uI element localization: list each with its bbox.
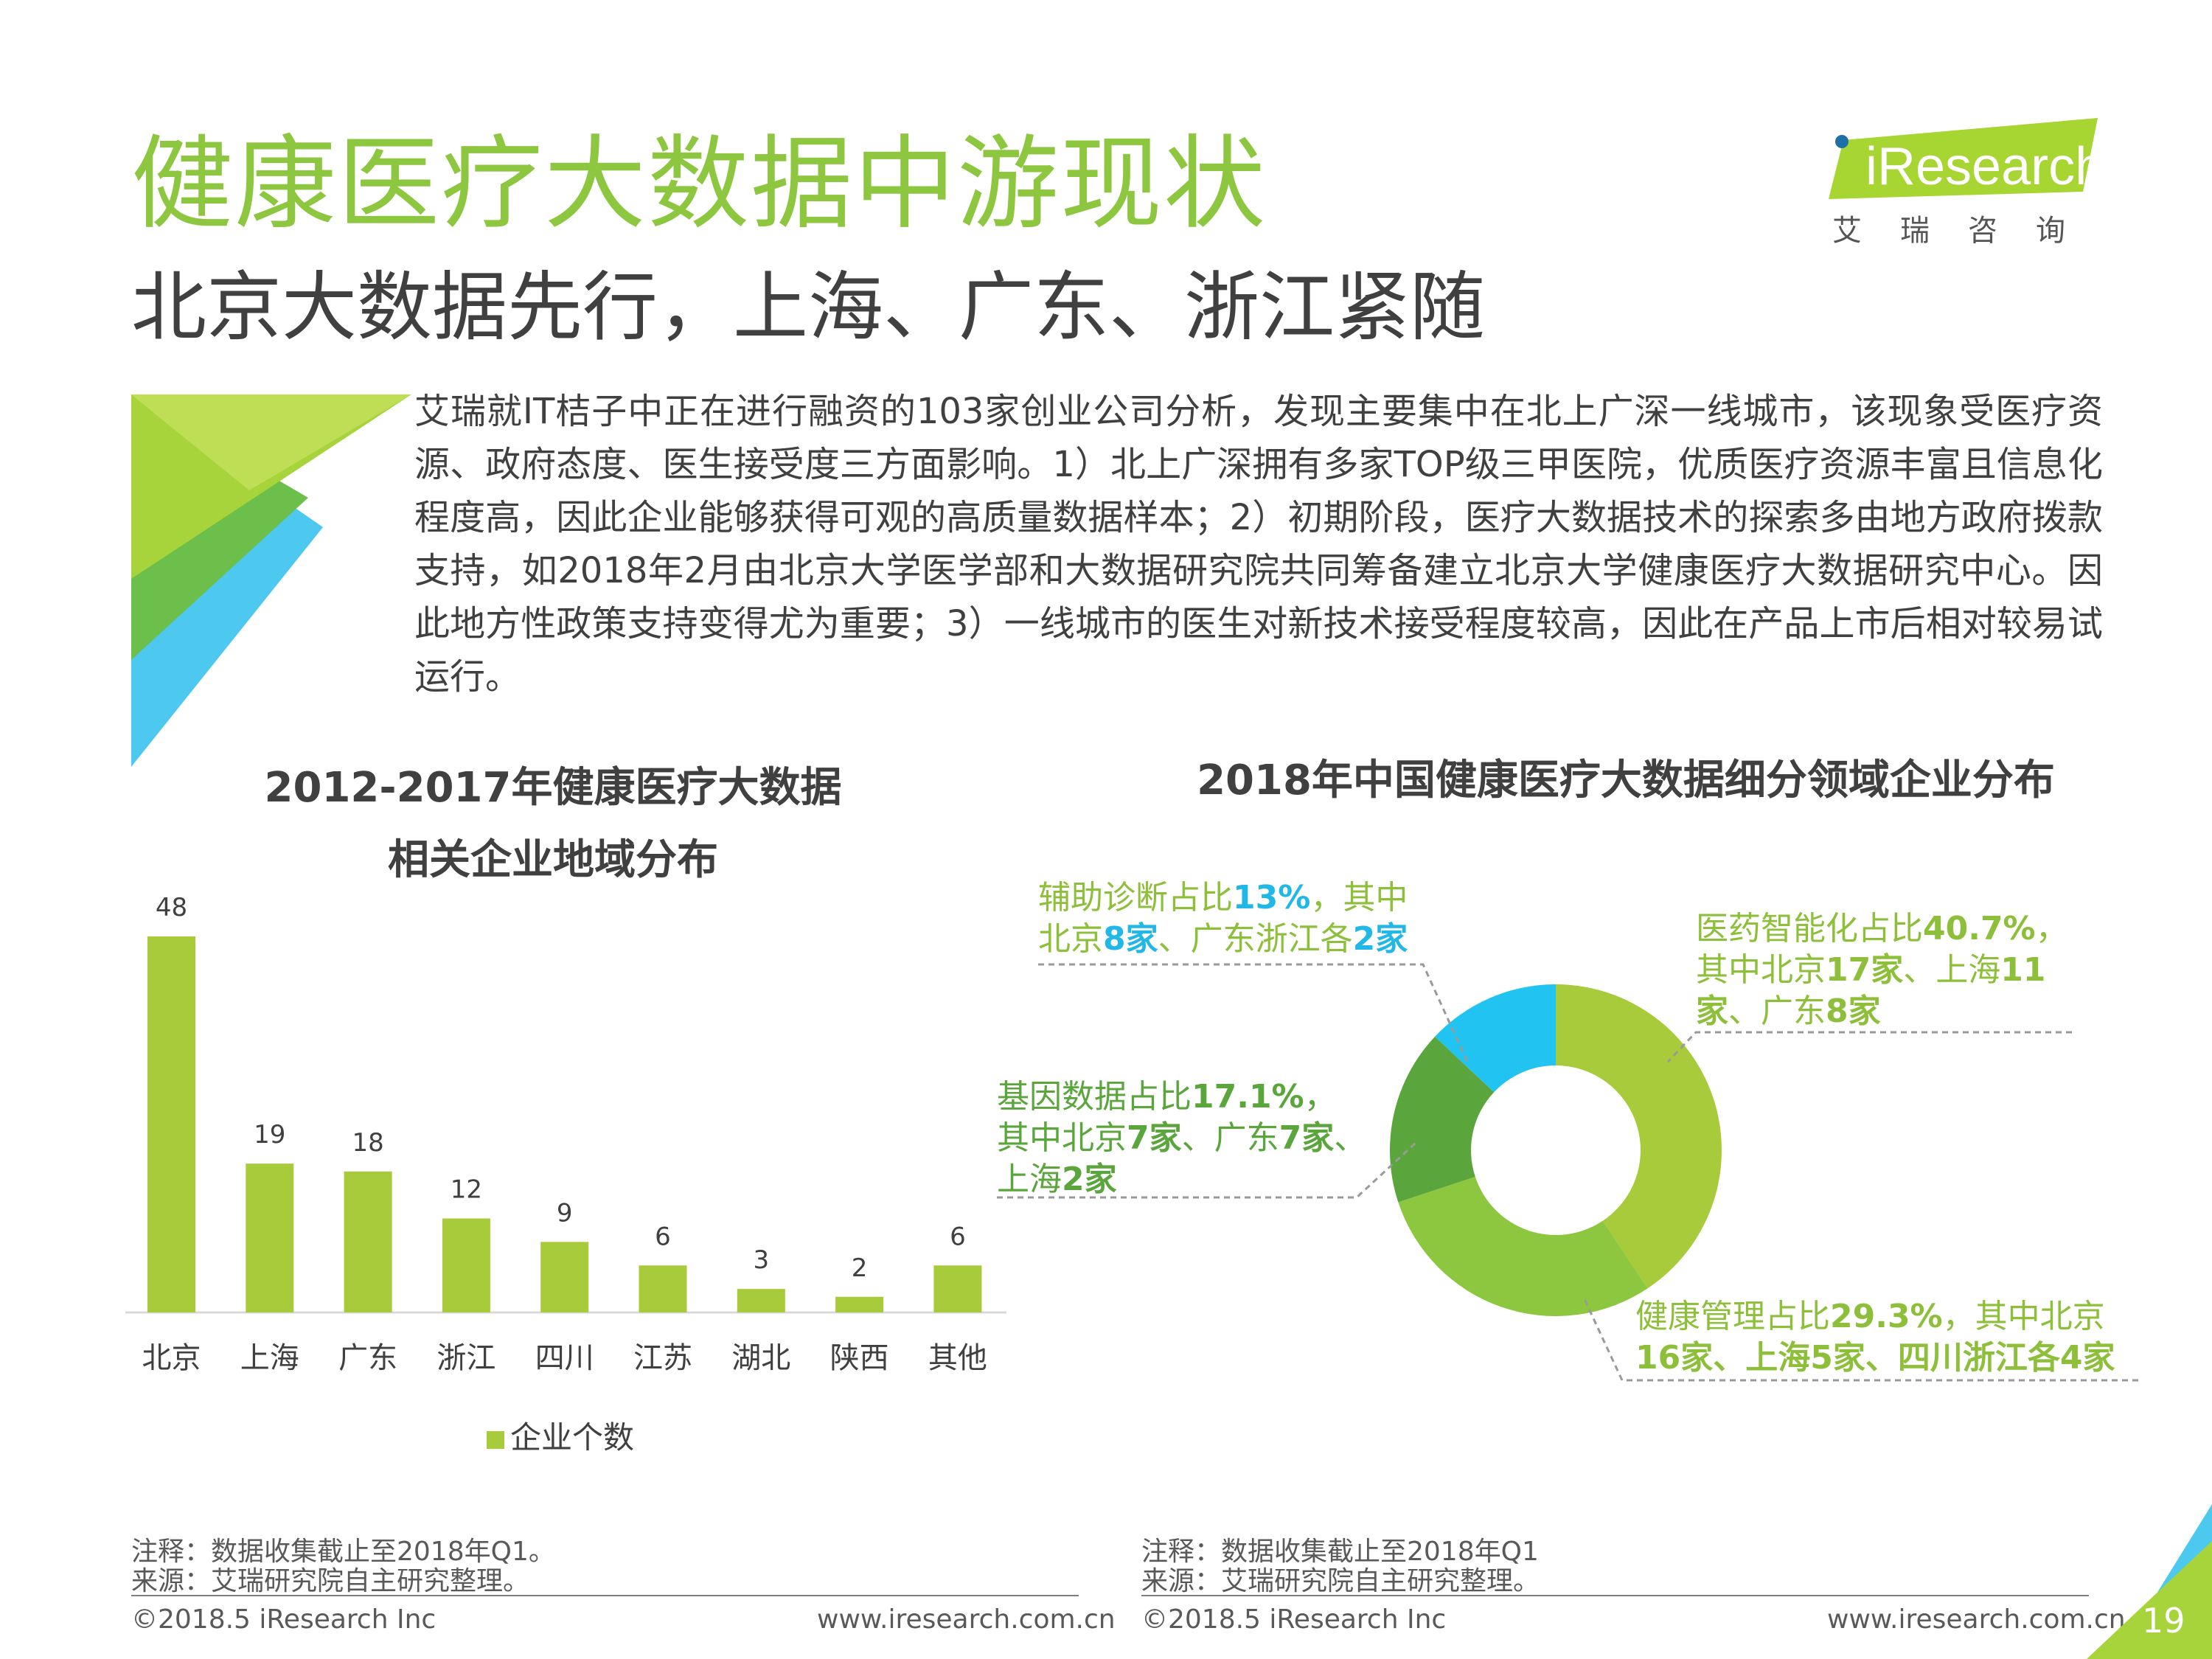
corner-decoration	[2087, 1504, 2212, 1659]
decorative-triangles	[131, 394, 411, 767]
bar-value-label-6: 3	[753, 1245, 769, 1275]
legend-swatch	[487, 1430, 504, 1449]
legend-label: 企业个数	[510, 1419, 635, 1455]
x-tick-label-5: 江苏	[633, 1341, 692, 1375]
bar-value-label-2: 18	[352, 1128, 383, 1158]
bar-chart-title-line2: 相关企业地域分布	[388, 836, 718, 884]
footer-divider-left	[131, 1595, 1079, 1596]
x-tick-label-7: 陕西	[830, 1341, 889, 1375]
bar-value-label-1: 19	[254, 1120, 285, 1150]
donut-chart-title: 2018年中国健康医疗大数据细分领域企业分布	[1197, 757, 2055, 804]
leader-line-pharma	[1666, 1031, 2072, 1063]
x-tick-label-0: 北京	[142, 1341, 201, 1375]
iresearch-logo	[1829, 118, 2098, 199]
footer-source-left: 来源：艾瑞研究院自主研究整理。	[131, 1566, 530, 1596]
callout-health: 健康管理占比29.3%，其中北京 16家、上海5家、四川浙江各4家	[1635, 1298, 2115, 1377]
footer-source-right: 来源：艾瑞研究院自主研究整理。	[1141, 1566, 1540, 1596]
bar-chart-legend: 企业个数	[487, 1417, 634, 1458]
bar-value-label-8: 6	[950, 1222, 966, 1251]
page-subtitle: 北京大数据先行，上海、广东、浙江紧随	[131, 264, 1485, 352]
bar-3	[442, 1218, 490, 1312]
bar-value-label-3: 12	[451, 1175, 482, 1205]
bar-4	[540, 1242, 589, 1312]
bar-value-label-5: 6	[655, 1222, 671, 1251]
footer-copyright-right: ©2018.5 iResearch Inc	[1141, 1604, 1447, 1635]
footer-note-left: 注释：数据收集截止至2018年Q1。	[131, 1537, 555, 1567]
page-number: 19	[2142, 1601, 2185, 1641]
x-tick-label-6: 湖北	[731, 1341, 790, 1375]
intro-paragraph: 艾瑞就IT桔子中正在进行融资的103家创业公司分析，发现主要集中在北上广深一线城…	[414, 391, 2103, 698]
logo-wordmark: iResearch	[1865, 137, 2105, 196]
x-tick-label-2: 广东	[338, 1341, 397, 1375]
bar-value-label-4: 9	[557, 1198, 573, 1228]
bar-6	[737, 1289, 785, 1312]
footer-copyright-left: ©2018.5 iResearch Inc	[131, 1604, 437, 1635]
bar-chart-title-line1: 2012-2017年健康医疗大数据	[264, 764, 842, 812]
page-title: 健康医疗大数据中游现状	[131, 125, 1267, 243]
bar-8	[933, 1265, 982, 1312]
footer-note-right: 注释：数据收集截止至2018年Q1	[1141, 1537, 1539, 1567]
bar-0	[147, 936, 195, 1312]
bar-value-label-0: 48	[156, 893, 187, 922]
donut-chart	[1390, 984, 1722, 1316]
logo-chinese-name: 艾瑞咨询	[1832, 214, 2104, 248]
x-tick-label-1: 上海	[240, 1341, 299, 1375]
bar-2	[344, 1171, 392, 1312]
callout-diagnosis: 辅助诊断占比13%，其中 北京8家、广东浙江各2家	[1038, 879, 1408, 958]
bar-chart-title: 2012-2017年健康医疗大数据 相关企业地域分布	[221, 752, 885, 897]
callout-gene: 基因数据占比17.1%， 其中北京7家、广东7家、 上海2家	[997, 1078, 1367, 1198]
bar-chart: 48 北京 19 上海 18 广东 12 浙江 9 四川 6 江苏 3 湖北 2 陕西 6 其他	[125, 893, 1006, 1375]
bar-1	[246, 1164, 294, 1312]
x-tick-label-4: 四川	[535, 1341, 594, 1375]
bar-5	[639, 1265, 687, 1312]
x-tick-label-3: 浙江	[437, 1341, 495, 1375]
footer-divider-right	[1141, 1595, 2089, 1596]
bar-7	[835, 1296, 884, 1312]
footer-url-left[interactable]: www.iresearch.com.cn	[817, 1604, 1116, 1635]
donut-slice-1	[1398, 1177, 1648, 1316]
footer-url-right[interactable]: www.iresearch.com.cn	[1827, 1604, 2126, 1635]
callout-pharma: 医药智能化占比40.7%， 其中北京17家、上海11 家、广东8家	[1696, 910, 2068, 1030]
bar-value-label-7: 2	[852, 1253, 868, 1283]
x-tick-label-8: 其他	[928, 1341, 987, 1375]
